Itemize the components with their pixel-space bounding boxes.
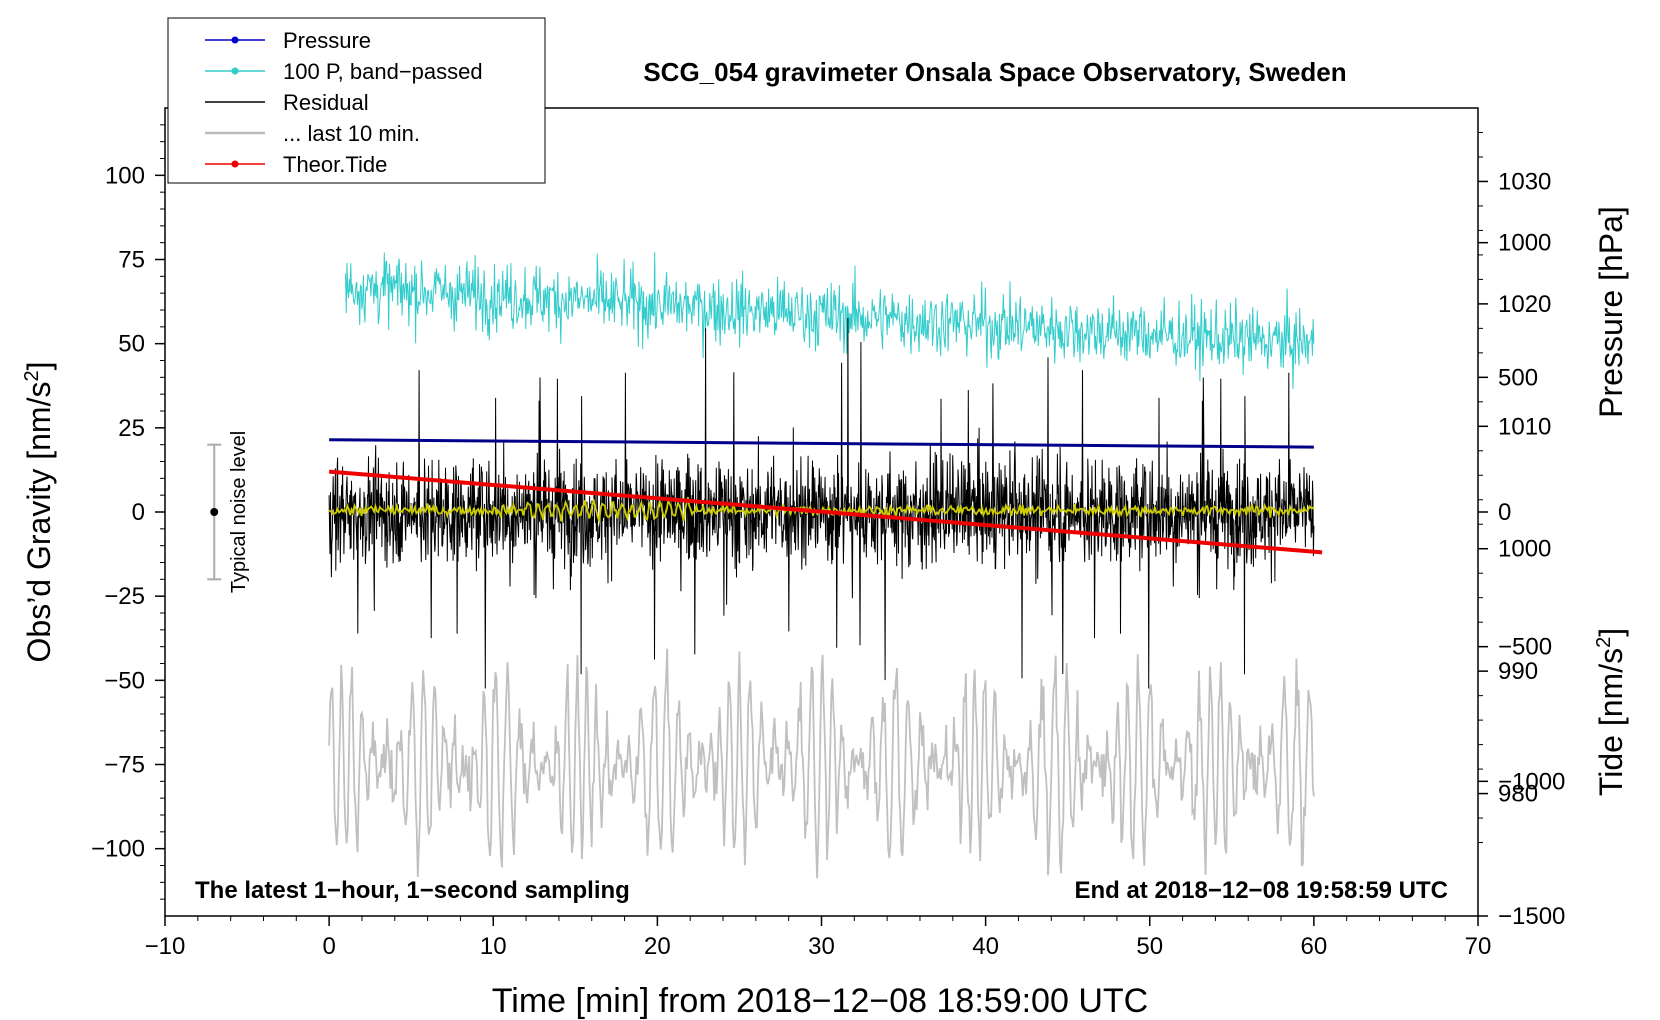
- series-tide-line: [328, 469, 1323, 555]
- y-tick-label: −75: [104, 752, 145, 779]
- x-tick-label: 20: [644, 933, 671, 960]
- annotation-end-time: End at 2018−12−08 19:58:59 UTC: [1074, 877, 1448, 904]
- chart-title: SCG_054 gravimeter Onsala Space Observat…: [643, 57, 1346, 87]
- pressure-tick-label: 980: [1498, 781, 1538, 808]
- data-layer: [328, 252, 1323, 879]
- pressure-tick-label: 1020: [1498, 291, 1551, 318]
- annotation-sampling: The latest 1−hour, 1−second sampling: [195, 877, 630, 904]
- legend-box: [167, 17, 546, 184]
- legend-swatch-marker: [231, 67, 239, 75]
- tide-tick-label: −1000: [1498, 768, 1565, 795]
- legend-swatch-marker: [231, 160, 239, 168]
- y-tick-label: 50: [118, 331, 145, 358]
- legend-label: 100 P, band−passed: [283, 59, 483, 84]
- tide-tick-label: 500: [1498, 364, 1538, 391]
- legend: Pressure 100 P, band−passed Residual ... la…: [167, 17, 546, 184]
- x-tick-label: 30: [808, 933, 835, 960]
- series-band-passed-line: [345, 252, 1315, 389]
- series-group: [328, 252, 1323, 879]
- pressure-tick-label: 1010: [1498, 413, 1551, 440]
- x-axis-label: Time [min] from 2018−12−08 18:59:00 UTC: [492, 982, 1148, 1020]
- tide-tick-label: −1500: [1498, 903, 1565, 930]
- legend-swatch-marker: [231, 36, 239, 44]
- y-axis-label-left-main: Obs’d Gravity [nm/s: [21, 382, 57, 663]
- legend-label: ... last 10 min.: [283, 121, 420, 146]
- axes-layer: −10 0 10 20 30 40 50 60 70−100−75−50−25025507510…: [91, 124, 1565, 960]
- y-axis-label-tide: Tide [nm/s2]: [1593, 628, 1629, 796]
- noise-level-indicator: [207, 443, 222, 581]
- x-tick-label: 0: [322, 933, 335, 960]
- y-tick-label: 100: [105, 162, 145, 189]
- series-pressure-line: [329, 438, 1314, 449]
- tide-tick-label: 0: [1498, 499, 1511, 526]
- y-tick-label: 75: [118, 247, 145, 274]
- series-residual-line: [328, 317, 1315, 689]
- tide-tick-label: −500: [1498, 634, 1552, 661]
- legend-label: Residual: [283, 90, 369, 115]
- y-axis-label-tide-close: ]: [1593, 628, 1629, 637]
- x-tick-label: 10: [480, 933, 507, 960]
- y-tick-label: −25: [104, 583, 145, 610]
- pressure-tick-label: 1030: [1498, 168, 1551, 195]
- y-axis-label-left-close: ]: [21, 362, 57, 371]
- x-tick-label: 50: [1136, 933, 1163, 960]
- x-tick-label: 40: [972, 933, 999, 960]
- legend-label: Pressure: [283, 28, 371, 53]
- pressure-tick-label: 1000: [1498, 536, 1551, 563]
- legend-label: Theor.Tide: [283, 152, 387, 177]
- y-axis-label-tide-main: Tide [nm/s: [1593, 648, 1629, 796]
- x-tick-label: 70: [1465, 933, 1492, 960]
- y-tick-label: 25: [118, 415, 145, 442]
- series-last-10-min-line: [328, 648, 1315, 879]
- pressure-tick-label: 990: [1498, 658, 1538, 685]
- y-tick-label: −100: [91, 836, 145, 863]
- noise-level-label: Typical noise level: [228, 431, 250, 593]
- y-tick-label: −50: [104, 667, 145, 694]
- y-axis-label-left: Obs’d Gravity [nm/s2]: [21, 362, 57, 663]
- y-axis-label-left-sup: 2: [21, 370, 43, 381]
- y-tick-label: 0: [132, 499, 145, 526]
- x-tick-label: 60: [1301, 933, 1328, 960]
- x-tick-label: −10: [145, 933, 186, 960]
- y-axis-label-tide-sup: 2: [1593, 637, 1615, 648]
- noise-bar-dot: [210, 508, 219, 516]
- tide-tick-label: 1000: [1498, 230, 1551, 257]
- y-axis-label-pressure: Pressure [hPa]: [1593, 206, 1629, 418]
